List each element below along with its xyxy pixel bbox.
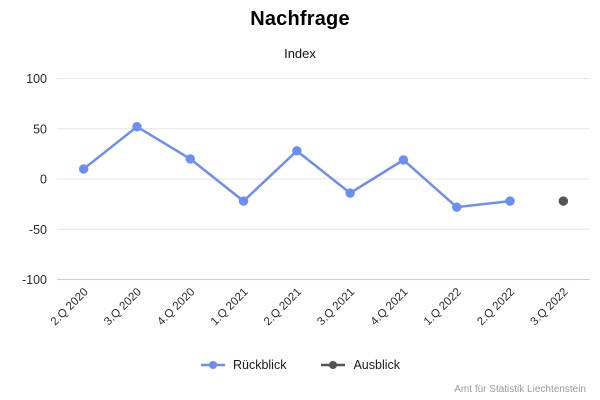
x-tick-label: 3.Q 2020 bbox=[102, 286, 144, 328]
chart-subtitle: Index bbox=[284, 46, 316, 61]
rueckblick-series-line bbox=[82, 125, 512, 209]
legend-item-ausblick[interactable]: Ausblick bbox=[320, 358, 400, 372]
rueckblick-line-marker-icon bbox=[200, 361, 225, 369]
ausblick-line-marker-icon bbox=[321, 361, 346, 369]
x-tick-label: 1.Q 2022 bbox=[422, 286, 464, 328]
rueckblick-data-point[interactable] bbox=[345, 188, 355, 198]
y-tick-label: 0 bbox=[40, 173, 47, 187]
rueckblick-data-point[interactable] bbox=[238, 196, 249, 206]
rueckblick-data-point[interactable] bbox=[292, 146, 302, 156]
rueckblick-data-point[interactable] bbox=[505, 196, 515, 206]
legend-label-ausblick: Ausblick bbox=[353, 358, 401, 372]
y-tick-label: -50 bbox=[29, 223, 47, 237]
x-tick-label: 1.Q 2021 bbox=[209, 286, 251, 328]
x-tick-label: 4.Q 2020 bbox=[155, 286, 197, 328]
rueckblick-data-point[interactable] bbox=[452, 202, 462, 212]
x-tick-label: 2.Q 2020 bbox=[49, 286, 91, 328]
rueckblick-data-point[interactable] bbox=[398, 155, 409, 165]
x-tick-label: 4.Q 2021 bbox=[369, 286, 411, 328]
legend: Rückblick Ausblick bbox=[0, 358, 600, 372]
y-tick-label: 50 bbox=[33, 122, 47, 136]
rueckblick-data-point[interactable] bbox=[78, 164, 89, 174]
y-tick-label: -100 bbox=[22, 273, 47, 287]
chart-title: Nachfrage bbox=[250, 8, 350, 30]
x-tick-label: 2.Q 2022 bbox=[475, 286, 517, 328]
attribution: Amt für Statistik Liechtenstein bbox=[454, 384, 586, 395]
legend-item-rueckblick[interactable]: Rückblick bbox=[200, 358, 287, 372]
x-tick-label: 2.Q 2021 bbox=[262, 286, 304, 328]
y-tick-label: 100 bbox=[26, 72, 47, 86]
ausblick-data-point[interactable] bbox=[558, 196, 569, 206]
rueckblick-data-point[interactable] bbox=[132, 122, 142, 132]
x-tick-label: 3.Q 2022 bbox=[529, 286, 571, 328]
rueckblick-data-point[interactable] bbox=[185, 154, 195, 164]
legend-label-rueckblick: Rückblick bbox=[232, 358, 287, 372]
x-tick-label: 3.Q 2021 bbox=[315, 286, 357, 328]
